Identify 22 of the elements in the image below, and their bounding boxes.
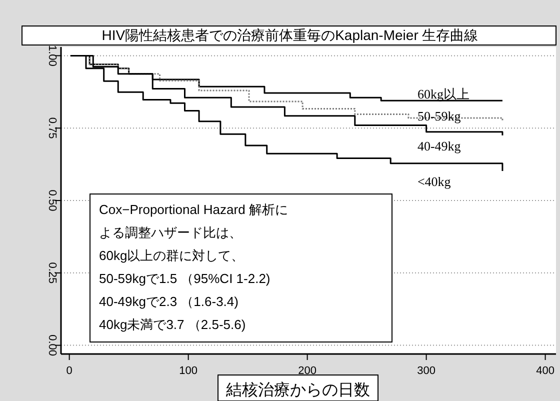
x-axis-title: 結核治療からの日数 bbox=[225, 381, 370, 399]
x-tick-label: 400 bbox=[536, 365, 554, 377]
series-label: 40-49kg bbox=[417, 138, 462, 154]
x-tick-label: 300 bbox=[417, 365, 436, 377]
annotation: 40-49kgで2.3 （1.6-3.4) bbox=[99, 294, 238, 309]
series-label: 60kg以上 bbox=[417, 86, 470, 102]
y-tick-label: 0.00 bbox=[46, 334, 58, 356]
x-tick-label: 100 bbox=[179, 365, 198, 377]
series-label: 50-59kg bbox=[417, 108, 462, 124]
x-tick-label: 0 bbox=[66, 365, 72, 377]
annotation: 50-59kgで1.5 （95%CI 1-2.2) bbox=[99, 271, 270, 286]
y-tick-label: 0.50 bbox=[46, 190, 58, 212]
x-tick-label: 200 bbox=[298, 365, 316, 377]
y-tick-label: 0.75 bbox=[46, 117, 58, 139]
y-tick-label: 1.00 bbox=[46, 44, 58, 66]
annotation: Cox−Proportional Hazard 解析に bbox=[99, 202, 288, 217]
series-label: <40kg bbox=[417, 174, 452, 189]
annotation: 40kg未満で3.7 （2.5-5.6) bbox=[99, 317, 246, 332]
annotation: 60kg以上の群に対して、 bbox=[99, 248, 244, 263]
y-tick-label: 0.25 bbox=[46, 262, 58, 284]
chart-title: HIV陽性結核患者での治療前体重毎のKaplan-Meier 生存曲線 bbox=[102, 27, 478, 43]
annotation: よる調整ハザード比は、 bbox=[99, 225, 242, 240]
